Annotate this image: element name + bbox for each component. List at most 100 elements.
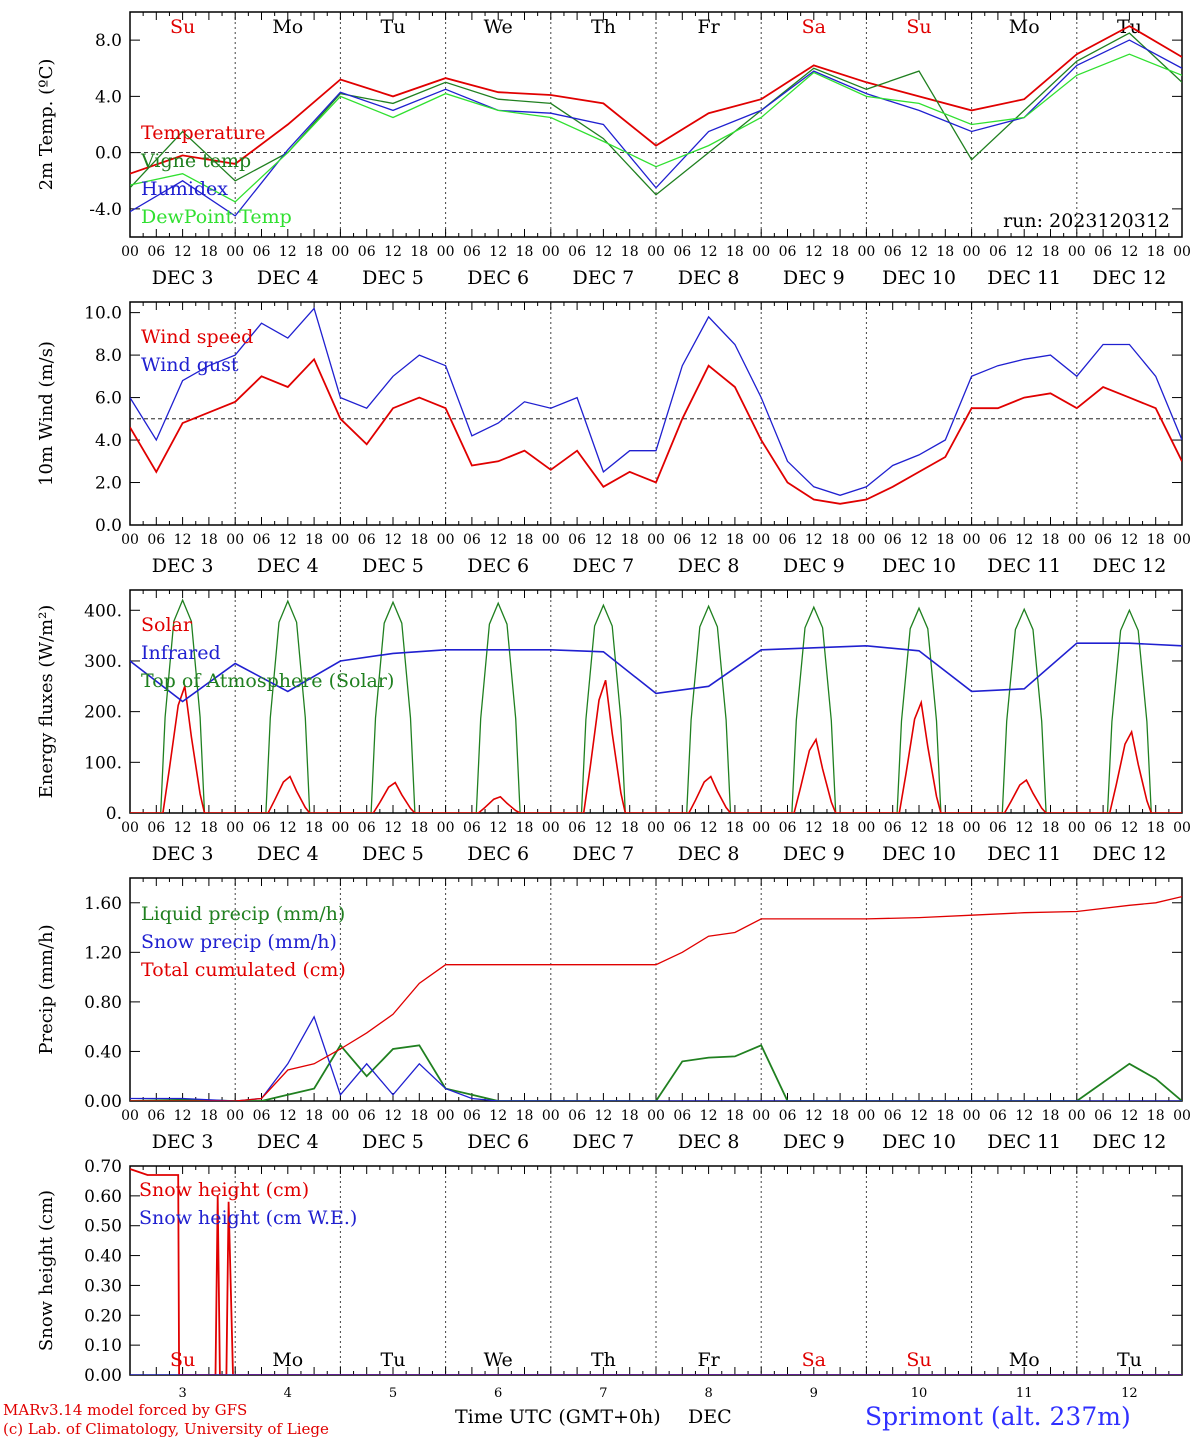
x-hour-tick-label: 18 <box>621 1108 639 1124</box>
day-name: Mo <box>272 16 303 38</box>
y-tick-label: 200. <box>84 703 122 723</box>
x-hour-tick-label: 06 <box>253 820 271 836</box>
x-hour-tick-label: 18 <box>831 244 849 260</box>
day-name: Th <box>591 1349 616 1371</box>
x-hour-tick-label: 06 <box>673 244 691 260</box>
x-hour-tick-label: 18 <box>410 532 428 548</box>
series-line-liquid-precip-mm-h <box>130 1043 1182 1101</box>
x-date-label: DEC 8 <box>678 843 740 865</box>
x-hour-tick-label: 12 <box>700 820 718 836</box>
series-line-dewpoint-temp <box>130 53 1182 203</box>
x-hour-tick-label: 06 <box>358 820 376 836</box>
x-hour-tick-label: 12 <box>174 244 192 260</box>
x-hour-tick-label: 12 <box>384 244 402 260</box>
panel-4: 0.00 0.40 0.80 1.20 1.60 Precip (mm/h) 00 06 12 1… <box>36 877 1191 1153</box>
x-day-number: 3 <box>178 1386 186 1401</box>
x-hour-tick-label: 18 <box>200 244 218 260</box>
month-label: DEC <box>688 1406 732 1428</box>
y-tick-label: 8.0 <box>95 346 122 366</box>
x-date-label: DEC 9 <box>783 267 845 289</box>
y-tick-label: 0.00 <box>84 1366 122 1386</box>
day-name: Tu <box>1117 1349 1142 1371</box>
x-date-label: DEC 11 <box>987 555 1061 577</box>
x-hour-tick-label: 06 <box>253 532 271 548</box>
x-hour-tick-label: 12 <box>700 1108 718 1124</box>
x-hour-tick-label: 18 <box>936 244 954 260</box>
y-tick-label: 0.20 <box>84 1306 122 1326</box>
x-date-label: DEC 3 <box>152 1131 214 1153</box>
x-hour-tick-label: 12 <box>700 244 718 260</box>
lab-credit: (c) Lab. of Climatology, University of L… <box>3 1420 329 1438</box>
x-hour-tick-label: 18 <box>936 1108 954 1124</box>
y-tick-label: 0.60 <box>84 1187 122 1207</box>
x-date-label: DEC 8 <box>678 555 740 577</box>
x-hour-tick-label: 00 <box>121 244 139 260</box>
x-hour-tick-label: 18 <box>516 244 534 260</box>
x-hour-tick-label: 06 <box>463 820 481 836</box>
x-hour-tick-label: 00 <box>226 820 244 836</box>
x-hour-tick-label: 06 <box>884 1108 902 1124</box>
day-name: Su <box>170 16 195 38</box>
x-hour-tick-label: 12 <box>1015 244 1033 260</box>
x-date-label: DEC 7 <box>573 843 635 865</box>
x-hour-tick-label: 18 <box>831 1108 849 1124</box>
series-group <box>130 307 1182 505</box>
legend-entry: Infrared <box>141 642 221 664</box>
x-hour-tick-label: 12 <box>1015 820 1033 836</box>
x-hour-tick-label: 12 <box>1120 1108 1138 1124</box>
y-tick-label: 8.0 <box>95 31 122 51</box>
x-hour-tick-label: 06 <box>463 1108 481 1124</box>
y-tick-label: 10.0 <box>84 304 122 324</box>
x-hour-tick-label: 18 <box>726 1108 744 1124</box>
x-day-number: 5 <box>389 1386 397 1401</box>
x-hour-tick-label: 12 <box>489 244 507 260</box>
x-date-label: DEC 4 <box>257 267 319 289</box>
x-hour-tick-label: 00 <box>857 820 875 836</box>
x-hour-tick-label: 12 <box>1015 1108 1033 1124</box>
x-hour-tick-label: 06 <box>253 1108 271 1124</box>
x-hour-tick-label: 00 <box>752 532 770 548</box>
x-date-label: DEC 5 <box>362 843 424 865</box>
day-name: Tu <box>381 16 406 38</box>
y-tick-label: 0.00 <box>84 1092 122 1112</box>
legend-entry: Wind gust <box>141 354 239 376</box>
x-date-label: DEC 11 <box>987 1131 1061 1153</box>
x-hour-tick-label: 12 <box>594 532 612 548</box>
day-name: Th <box>591 16 616 38</box>
x-hour-tick-label: 12 <box>384 532 402 548</box>
x-hour-tick-label: 00 <box>963 532 981 548</box>
x-hour-tick-label: 12 <box>489 1108 507 1124</box>
x-date-label: DEC 12 <box>1092 555 1166 577</box>
x-day-number: 10 <box>911 1386 928 1401</box>
x-day-number: 4 <box>284 1386 292 1401</box>
x-date-label: DEC 7 <box>573 555 635 577</box>
legend-entry: Snow precip (mm/h) <box>141 931 337 953</box>
x-hour-tick-label: 06 <box>568 1108 586 1124</box>
y-tick-label: 400. <box>84 601 122 621</box>
x-hour-tick-label: 00 <box>437 1108 455 1124</box>
x-date-label: DEC 10 <box>882 1131 956 1153</box>
day-name: Su <box>170 1349 195 1371</box>
y-tick-label: 0.40 <box>84 1042 122 1062</box>
x-hour-tick-label: 06 <box>568 820 586 836</box>
x-hour-tick-label: 12 <box>805 532 823 548</box>
x-day-number: 6 <box>494 1386 502 1401</box>
x-hour-tick-label: 18 <box>1147 820 1165 836</box>
x-date-label: DEC 9 <box>783 555 845 577</box>
x-hour-tick-label: 12 <box>594 244 612 260</box>
x-hour-tick-label: 06 <box>1094 532 1112 548</box>
y-axis-label: Precip (mm/h) <box>36 924 57 1054</box>
x-hour-tick-label: 06 <box>779 532 797 548</box>
y-tick-label: -4.0 <box>89 200 122 220</box>
x-hour-tick-label: 18 <box>305 820 323 836</box>
x-hour-tick-label: 12 <box>805 244 823 260</box>
series-group <box>130 598 1182 813</box>
x-hour-tick-label: 00 <box>1068 532 1086 548</box>
x-hour-tick-label: 18 <box>621 820 639 836</box>
x-hour-tick-label: 00 <box>542 244 560 260</box>
x-hour-tick-label: 00 <box>121 1108 139 1124</box>
day-name: Fr <box>697 16 720 38</box>
x-hour-tick-label: 12 <box>700 532 718 548</box>
x-hour-tick-label: 00 <box>437 820 455 836</box>
x-hour-tick-label: 18 <box>1042 820 1060 836</box>
